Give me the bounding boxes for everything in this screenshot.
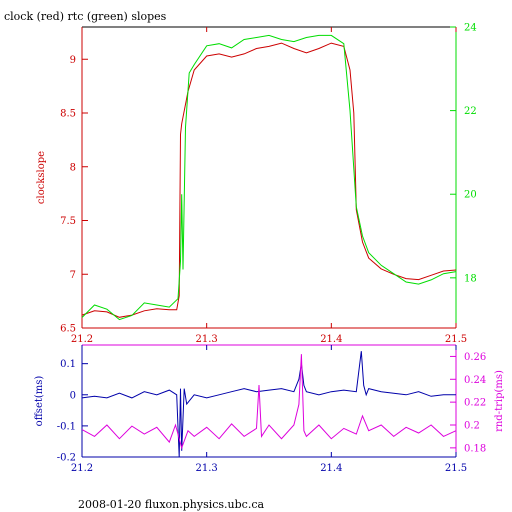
y-axis-label: clockslope (36, 151, 47, 204)
y2-tick-label: 18 (464, 273, 477, 284)
y-tick-label: 7 (70, 270, 76, 281)
x-tick-label: 21.2 (71, 334, 93, 345)
y2-tick-label: 20 (464, 190, 477, 201)
y-tick-label: 8.5 (60, 109, 76, 120)
x-tick-label: 21.4 (320, 334, 342, 345)
y2-tick-label: 24 (464, 23, 477, 34)
chart-title: clock (red) rtc (green) slopes (4, 10, 167, 23)
y2-tick-label: 22 (464, 106, 477, 117)
y2-tick-label: 0.22 (464, 398, 486, 409)
rtc-slope-line (81, 34, 457, 321)
y-tick-label: 7.5 (60, 216, 76, 227)
y2-tick-label: 0.2 (464, 421, 480, 432)
offset-line (81, 351, 456, 458)
y-tick-label: 8 (70, 162, 76, 173)
y-tick-label: 6.5 (60, 324, 76, 335)
y-tick-label: 0.1 (60, 359, 76, 370)
x-tick-label: 21.3 (196, 463, 218, 474)
x-tick-label: 21.5 (445, 334, 467, 345)
clock-slope-line (81, 42, 457, 318)
y-tick-label: -0.1 (57, 421, 76, 432)
y2-tick-label: 0.24 (464, 375, 486, 386)
footer-label: 2008-01-20 fluxon.physics.ubc.ca (78, 498, 264, 511)
y2-tick-label: 0.18 (464, 443, 486, 454)
top-panel: 21.2 21.3 21.4 21.5 6.5 7 7.5 8 8.5 9 18 20 22 24 cloc… (36, 23, 477, 346)
y-tick-label: 9 (70, 55, 76, 66)
y-axis-label: offset(ms) (34, 376, 45, 427)
x-tick-label: 21.5 (445, 463, 467, 474)
rnd-trip-line (81, 354, 457, 450)
x-tick-label: 21.3 (196, 334, 218, 345)
y2-tick-label: 0.26 (464, 352, 486, 363)
bottom-panel: 21.2 21.3 21.4 21.5 -0.2 -0.1 0 0.1 0.18 0.2 0.22 0… (34, 344, 505, 474)
y-tick-label: -0.2 (57, 453, 76, 464)
x-tick-label: 21.4 (320, 463, 342, 474)
x-tick-label: 21.2 (71, 463, 93, 474)
y-tick-label: 0 (70, 390, 76, 401)
y2-axis-label: rnd-trip(ms) (494, 370, 505, 432)
